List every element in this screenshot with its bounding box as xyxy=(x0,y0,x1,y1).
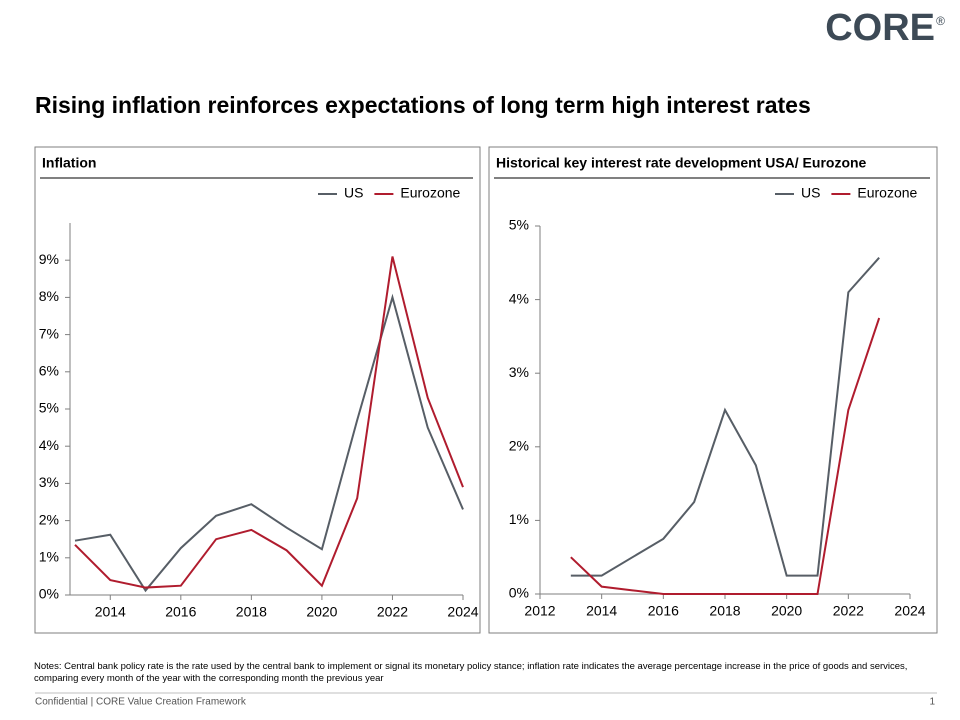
page-number: 1 xyxy=(929,697,935,708)
legend-label: Eurozone xyxy=(857,185,917,201)
x-tick-label: 2022 xyxy=(833,603,864,619)
x-tick-label: 2018 xyxy=(236,604,267,620)
x-tick-label: 2012 xyxy=(524,603,555,619)
x-tick-label: 2018 xyxy=(709,603,740,619)
panel-title: Inflation xyxy=(42,155,96,171)
x-tick-label: 2024 xyxy=(447,604,478,620)
y-tick-label: 1% xyxy=(39,549,59,565)
y-tick-label: 9% xyxy=(39,251,59,267)
x-tick-label: 2016 xyxy=(648,603,679,619)
notes: Notes: Central bank policy rate is the r… xyxy=(34,661,908,684)
series-line xyxy=(570,256,880,577)
logo: CORE xyxy=(825,7,935,49)
legend-label: US xyxy=(344,185,363,201)
panel xyxy=(34,146,481,634)
legend-label: Eurozone xyxy=(400,185,460,201)
y-tick-label: 0% xyxy=(39,586,59,602)
x-tick-label: 2014 xyxy=(95,604,126,620)
x-tick-label: 2024 xyxy=(894,603,925,619)
y-tick-label: 5% xyxy=(39,400,59,416)
y-tick-label: 4% xyxy=(39,437,59,453)
y-tick-label: 2% xyxy=(509,438,529,454)
y-tick-label: 5% xyxy=(509,217,529,233)
y-tick-label: 6% xyxy=(39,363,59,379)
series-line xyxy=(74,293,464,593)
y-tick-label: 7% xyxy=(39,325,59,341)
legend-label: US xyxy=(801,185,820,201)
slide-title: Rising inflation reinforces expectations… xyxy=(35,92,811,118)
panel xyxy=(488,146,938,634)
y-tick-label: 1% xyxy=(509,511,529,527)
x-tick-label: 2016 xyxy=(165,604,196,620)
y-tick-label: 2% xyxy=(39,511,59,527)
y-tick-label: 4% xyxy=(509,290,529,306)
x-tick-label: 2022 xyxy=(377,604,408,620)
series-line xyxy=(74,256,464,589)
y-tick-label: 3% xyxy=(509,364,529,380)
series-line xyxy=(570,317,881,595)
x-tick-label: 2020 xyxy=(771,603,802,619)
footer: Confidential | CORE Value Creation Frame… xyxy=(35,697,247,708)
x-tick-label: 2014 xyxy=(586,603,617,619)
x-tick-label: 2020 xyxy=(306,604,337,620)
y-tick-label: 3% xyxy=(39,474,59,490)
panel-title: Historical key interest rate development… xyxy=(496,155,867,171)
y-tick-label: 0% xyxy=(509,585,529,601)
y-tick-label: 8% xyxy=(39,288,59,304)
notes-box: Notes: Central bank policy rate is the r… xyxy=(34,661,908,684)
logo-mark: ® xyxy=(936,14,945,28)
